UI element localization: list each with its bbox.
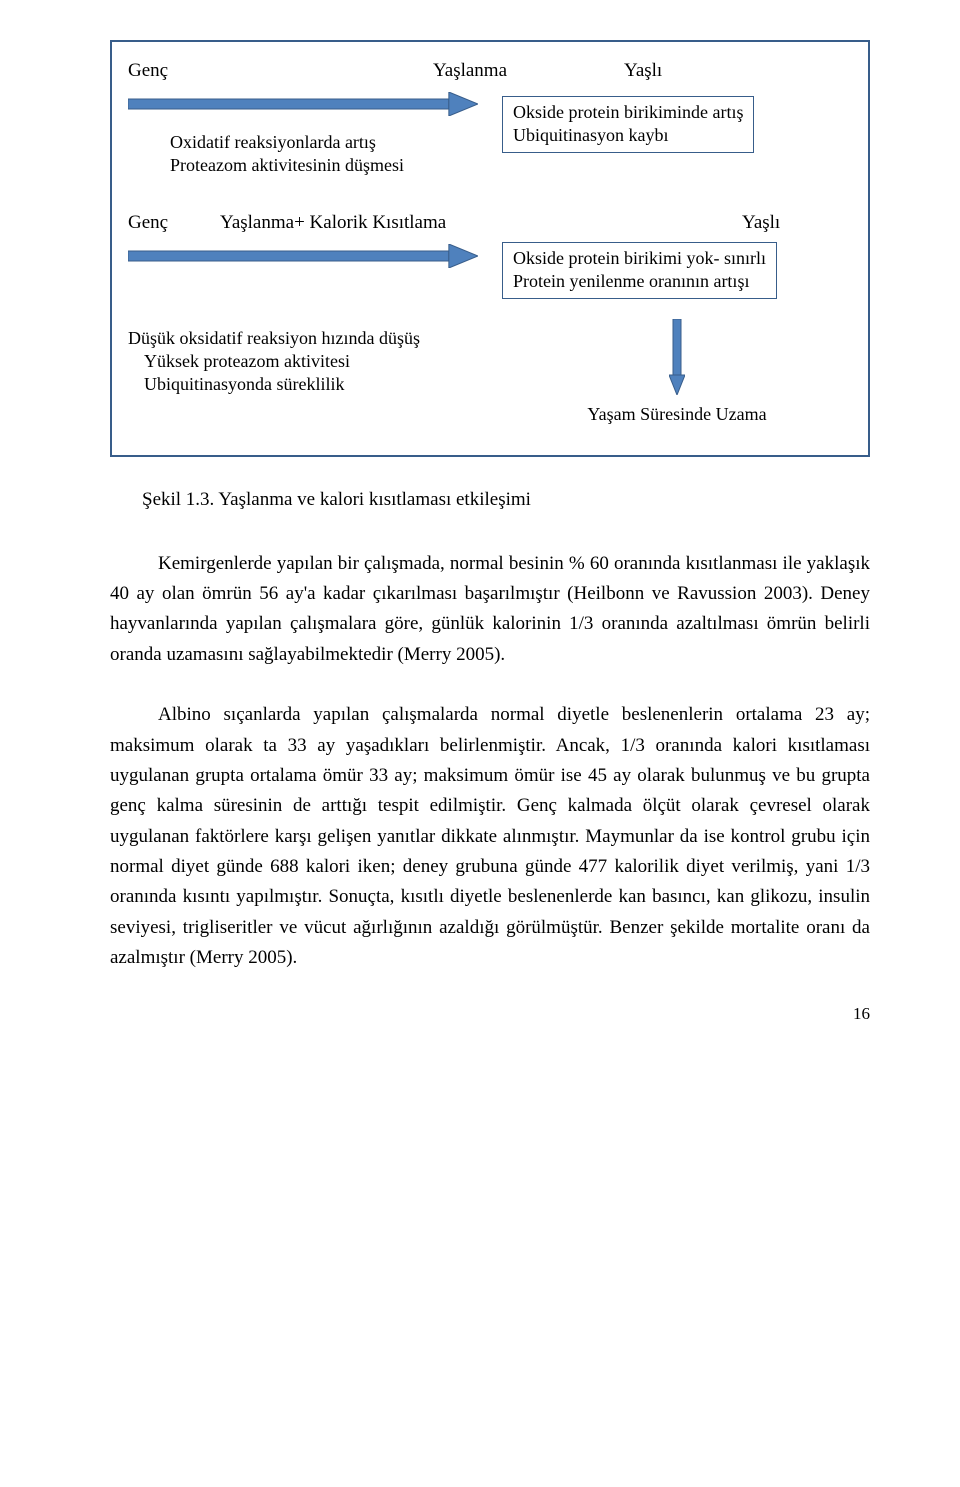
label-yaslanma-kalorik: Yaşlanma+ Kalorik Kısıtlama (198, 212, 702, 234)
yasam-label: Yaşam Süresinde Uzama (502, 404, 852, 425)
left1-line2: Proteazom aktivitesinin düşmesi (170, 154, 478, 177)
figure-caption: Şekil 1.3. Yaşlanma ve kalori kısıtlamas… (142, 489, 870, 511)
left-text-1: Oxidatif reaksiyonlarda artış Proteazom … (128, 131, 478, 178)
label-genc-1: Genç (128, 60, 356, 82)
left3-line3: Ubiquitinasyonda süreklilik (128, 373, 478, 396)
label-yasli-1: Yaşlı (584, 60, 852, 82)
arrow-right-2 (128, 244, 478, 273)
right1-line1: Okside protein birikiminde artış (513, 101, 743, 124)
label-yasli-2: Yaşlı (702, 212, 852, 234)
right1-line2: Ubiquitinasyon kaybı (513, 124, 743, 147)
page-number: 16 (110, 1004, 870, 1024)
axis-labels-2: Genç Yaşlanma+ Kalorik Kısıtlama Yaşlı (128, 212, 852, 234)
label-yaslanma-1: Yaşlanma (356, 60, 584, 82)
aging-diagram: Genç Yaşlanma Yaşlı Oxidatif reaksiyonla… (110, 40, 870, 457)
left3-line1: Düşük oksidatif reaksiyon hızında düşüş (128, 327, 478, 350)
arrow-down (502, 319, 852, 400)
axis-labels-1: Genç Yaşlanma Yaşlı (128, 60, 852, 82)
label-genc-2: Genç (128, 212, 198, 234)
right2-line2: Protein yenilenme oranının artışı (513, 270, 766, 293)
left-text-2: Düşük oksidatif reaksiyon hızında düşüş … (128, 327, 478, 397)
paragraph-2: Albino sıçanlarda yapılan çalışmalarda n… (110, 700, 870, 974)
arrow-right-1 (128, 92, 478, 121)
right2-line1: Okside protein birikimi yok- sınırlı (513, 247, 766, 270)
left1-line1: Oxidatif reaksiyonlarda artış (170, 131, 478, 154)
paragraph-1: Kemirgenlerde yapılan bir çalışmada, nor… (110, 549, 870, 671)
right-box-1: Okside protein birikiminde artış Ubiquit… (502, 96, 754, 153)
right-box-2: Okside protein birikimi yok- sınırlı Pro… (502, 242, 777, 299)
left3-line2: Yüksek proteazom aktivitesi (128, 350, 478, 373)
